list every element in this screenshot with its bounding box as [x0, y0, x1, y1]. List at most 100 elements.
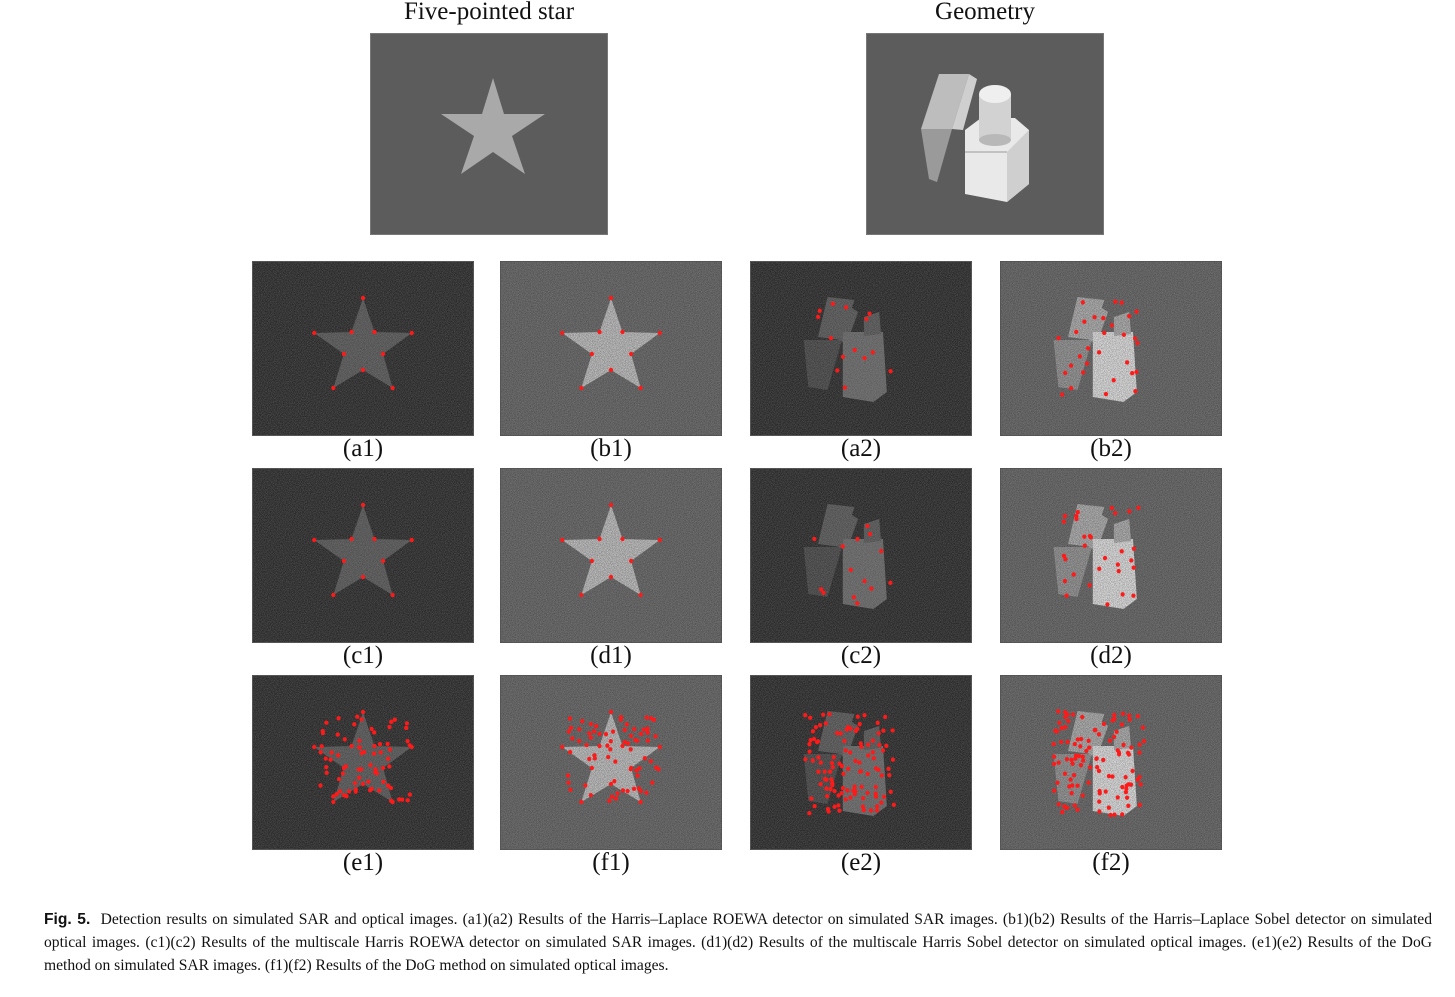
detected-keypoint-marker: [823, 721, 828, 726]
speckle-noise-overlay: [751, 262, 971, 435]
detected-keypoint-marker: [877, 742, 882, 748]
detected-keypoint-marker: [843, 748, 848, 753]
detected-keypoint-marker: [829, 760, 835, 766]
detected-keypoint-marker: [1075, 807, 1080, 812]
speckle-noise-overlay: [1001, 262, 1221, 435]
panel-a1-image: [252, 261, 474, 436]
detected-keypoint-marker: [1116, 750, 1122, 755]
detected-keypoint-marker: [873, 766, 879, 771]
detected-keypoint-marker: [587, 731, 592, 736]
detected-keypoint-marker: [1137, 750, 1142, 755]
detected-keypoint-marker: [635, 773, 640, 778]
detected-keypoint-marker: [381, 779, 386, 785]
detected-keypoint-marker: [1112, 712, 1117, 718]
detected-keypoint-marker: [331, 592, 336, 598]
detected-keypoint-marker: [589, 351, 594, 357]
speckle-noise-overlay: [751, 469, 971, 642]
detected-keypoint-marker: [870, 750, 875, 755]
detected-keypoint-marker: [380, 765, 386, 771]
detected-keypoint-marker: [1126, 803, 1131, 808]
detected-keypoint-marker: [312, 537, 317, 543]
detected-keypoint-marker: [1056, 335, 1061, 341]
detected-keypoint-marker: [822, 769, 827, 774]
detected-keypoint-marker: [838, 731, 843, 736]
detected-keypoint-marker: [1127, 717, 1132, 722]
detected-keypoint-marker: [377, 742, 383, 747]
detected-keypoint-marker: [824, 786, 829, 791]
detected-keypoint-marker: [1092, 314, 1097, 320]
detected-keypoint-marker: [1055, 780, 1060, 786]
detected-keypoint-marker: [874, 808, 880, 813]
detected-keypoint-marker: [613, 796, 619, 801]
detected-keypoint-marker: [853, 789, 858, 794]
panel-d1-image: [500, 468, 722, 643]
detected-keypoint-marker: [807, 741, 812, 747]
detected-keypoint-marker: [319, 744, 324, 749]
detected-keypoint-marker: [1128, 782, 1134, 787]
detected-keypoint-marker: [831, 755, 836, 760]
detected-keypoint-marker: [628, 747, 633, 752]
detected-keypoint-marker: [848, 567, 853, 573]
detected-keypoint-marker: [565, 773, 571, 778]
detected-keypoint-marker: [1053, 728, 1058, 734]
detected-keypoint-marker: [858, 741, 863, 746]
detected-keypoint-marker: [356, 767, 361, 772]
detected-keypoint-marker: [1064, 593, 1069, 598]
detected-keypoint-marker: [881, 728, 886, 733]
panel-a2-label: (a2): [840, 435, 882, 462]
detected-keypoint-marker: [874, 804, 880, 809]
detected-keypoint-marker: [1109, 323, 1114, 328]
detected-keypoint-marker: [865, 523, 870, 529]
detected-keypoint-marker: [331, 794, 336, 799]
detected-keypoint-marker: [608, 295, 614, 301]
detected-keypoint-marker: [360, 574, 366, 580]
detected-keypoint-marker: [1070, 712, 1076, 717]
detected-keypoint-marker: [387, 747, 393, 752]
detected-keypoint-marker: [657, 537, 662, 543]
speckle-noise-overlay: [501, 469, 721, 642]
detected-keypoint-marker: [1051, 761, 1057, 767]
detected-keypoint-marker: [407, 743, 412, 748]
detected-keypoint-marker: [366, 779, 371, 784]
detected-keypoint-marker: [360, 502, 366, 508]
detected-keypoint-marker: [1094, 756, 1099, 762]
panel-a1-label: (a1): [342, 435, 384, 462]
detected-keypoint-marker: [803, 712, 808, 718]
detected-keypoint-marker: [1113, 299, 1118, 304]
detected-keypoint-marker: [869, 586, 874, 591]
detected-keypoint-marker: [1096, 732, 1102, 737]
detected-keypoint-marker: [588, 735, 594, 740]
detected-keypoint-marker: [870, 738, 875, 743]
detected-keypoint-marker: [1141, 738, 1147, 744]
detected-keypoint-marker: [645, 726, 650, 731]
speckle-noise-overlay: [253, 676, 473, 849]
detected-keypoint-marker: [1124, 795, 1130, 800]
detected-keypoint-marker: [1132, 336, 1138, 341]
detected-keypoint-marker: [845, 788, 850, 793]
detected-keypoint-marker: [1056, 760, 1061, 765]
detected-keypoint-marker: [888, 789, 893, 795]
detected-keypoint-marker: [1074, 329, 1079, 335]
detected-keypoint-marker: [1081, 758, 1086, 763]
detected-keypoint-marker: [1101, 757, 1106, 763]
detected-keypoint-marker: [343, 764, 348, 769]
detected-keypoint-marker: [882, 794, 887, 800]
detected-keypoint-marker: [584, 742, 589, 748]
detected-keypoint-marker: [380, 351, 386, 357]
detected-keypoint-marker: [580, 719, 585, 724]
detected-keypoint-marker: [337, 789, 343, 794]
detected-keypoint-marker: [378, 750, 383, 755]
detected-keypoint-marker: [864, 316, 869, 322]
panel-b1-label: (b1): [590, 435, 632, 462]
speckle-noise-overlay: [253, 262, 473, 435]
detected-keypoint-marker: [632, 726, 637, 732]
detected-keypoint-marker: [323, 756, 328, 761]
detected-keypoint-marker: [1134, 309, 1139, 314]
detected-keypoint-marker: [568, 749, 573, 755]
detected-keypoint-marker: [846, 766, 851, 772]
detected-keypoint-marker: [639, 731, 644, 737]
detected-keypoint-marker: [883, 714, 888, 720]
detected-keypoint-marker: [390, 592, 395, 598]
panel-d2-label: (d2): [1090, 642, 1132, 669]
detected-keypoint-marker: [620, 536, 625, 542]
